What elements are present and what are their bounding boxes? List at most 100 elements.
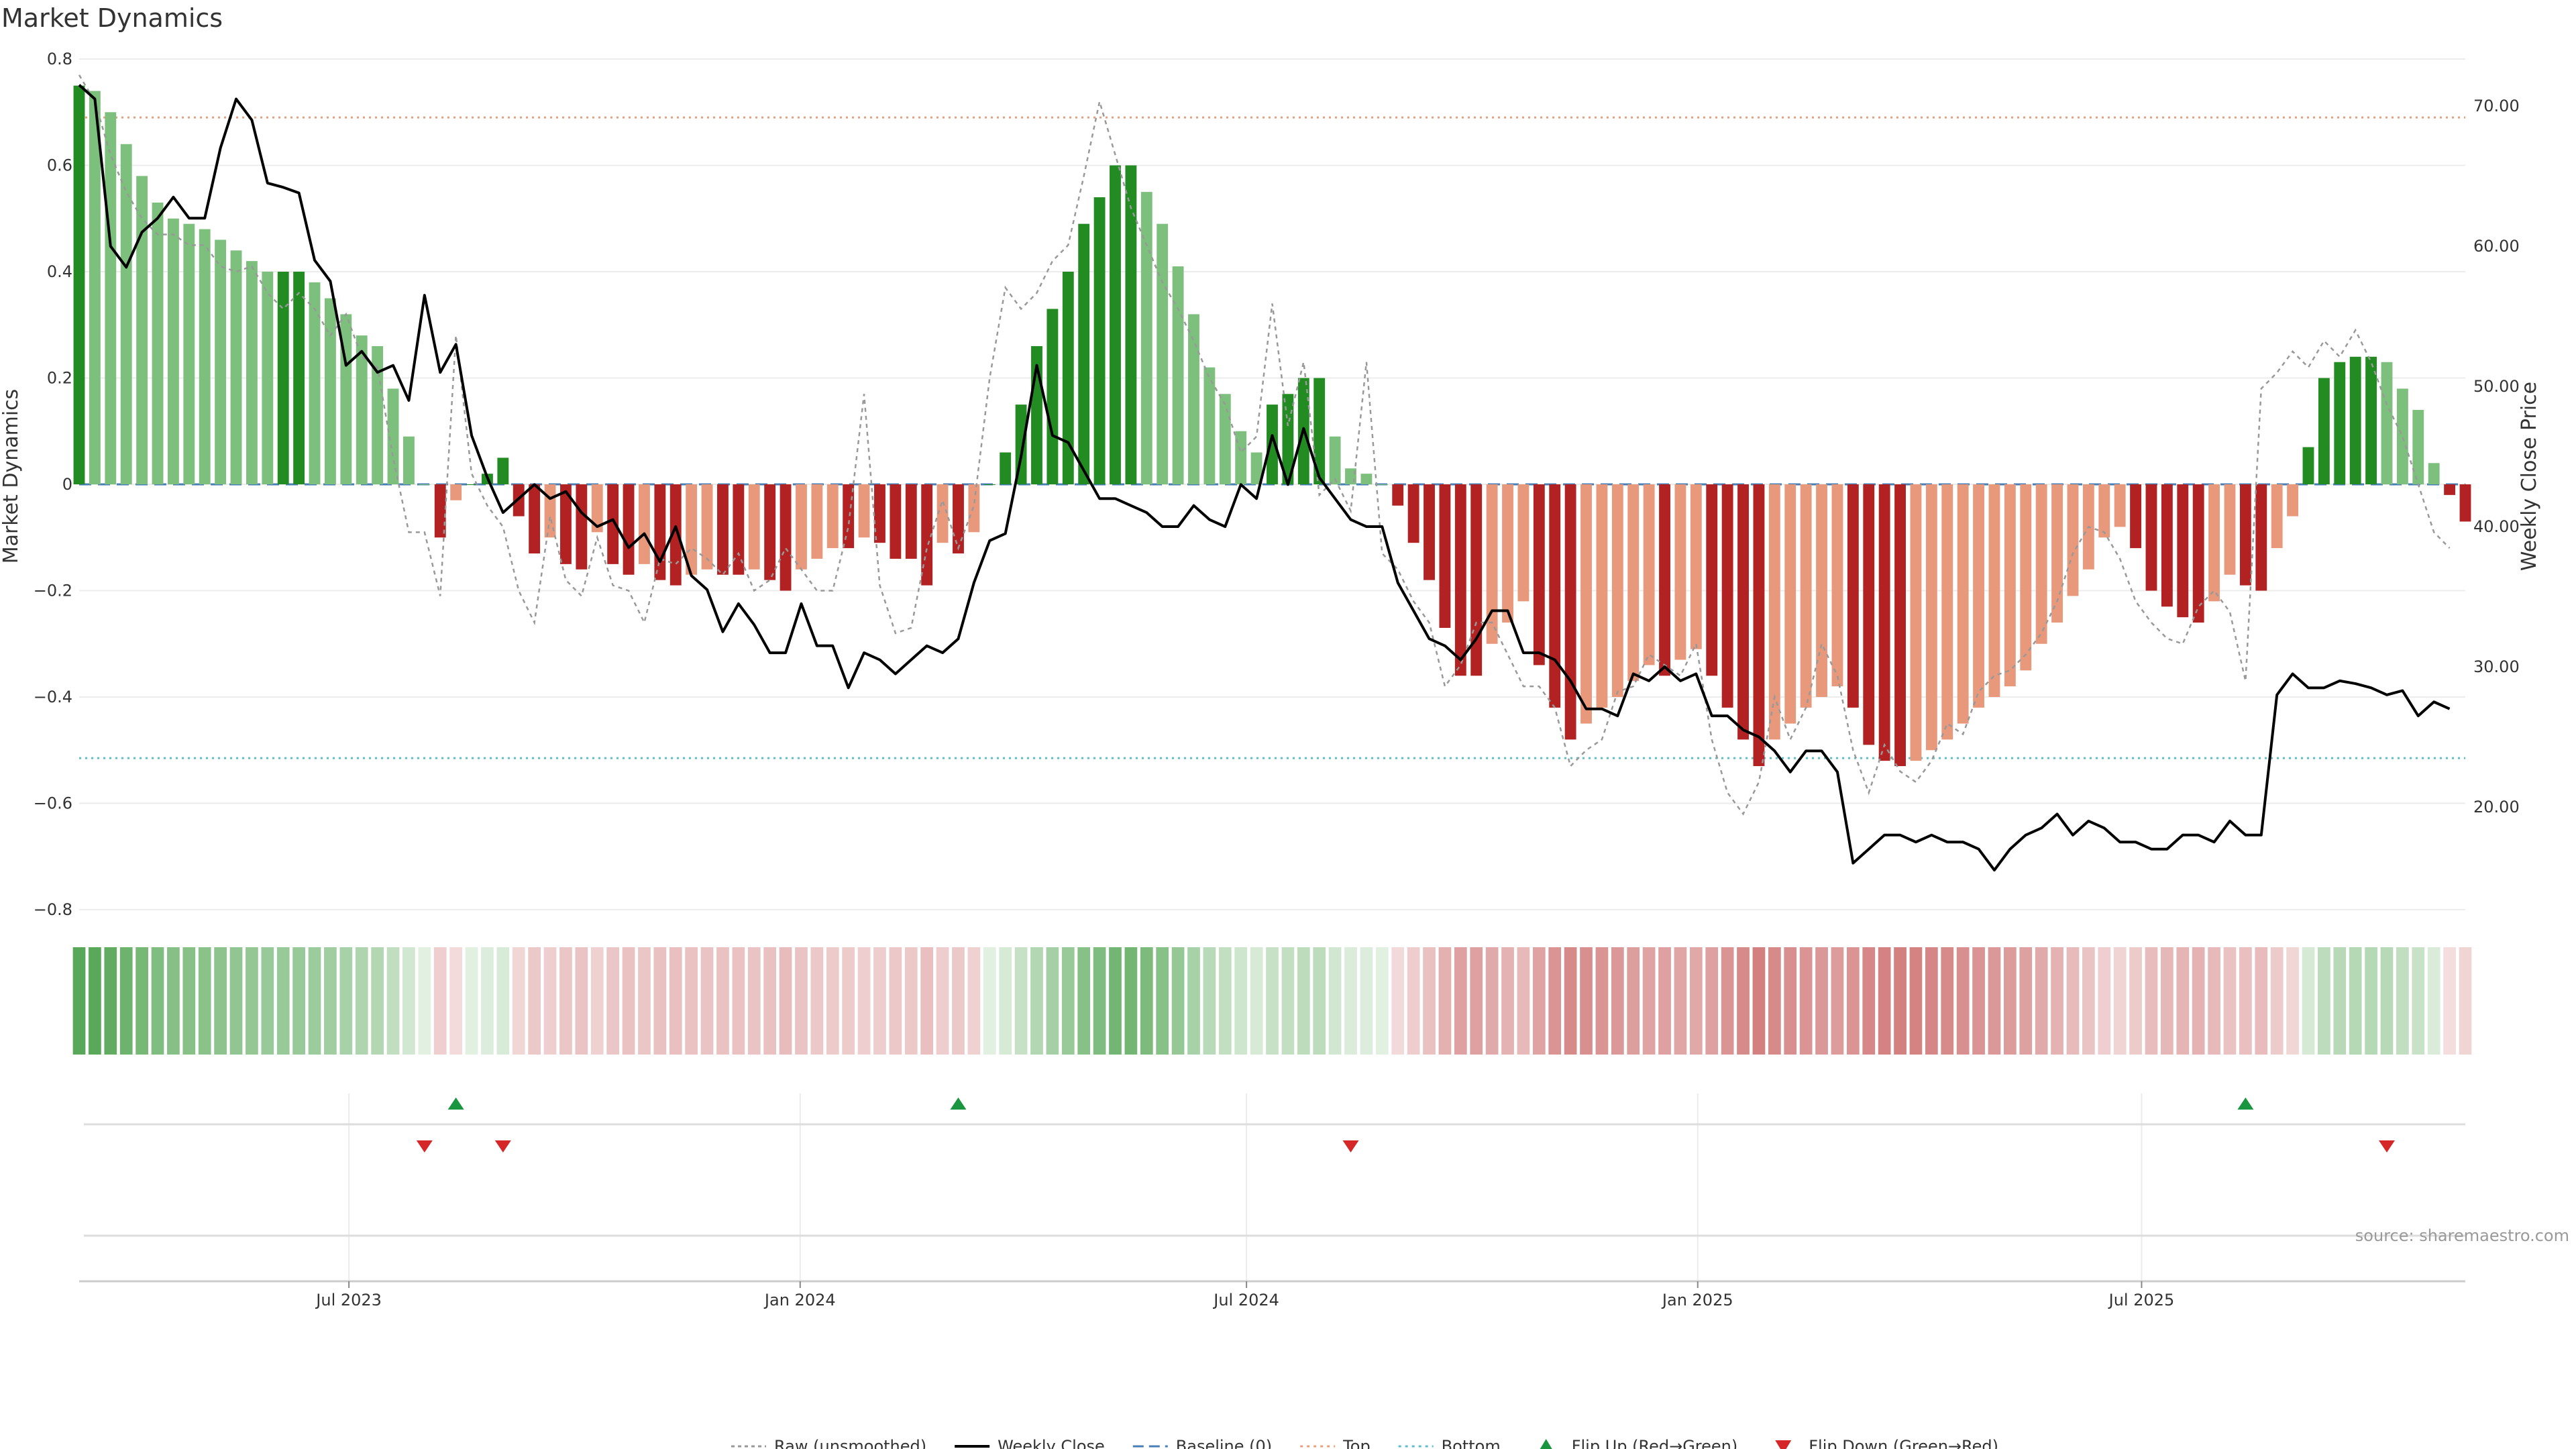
flip-down-marker bbox=[494, 1140, 511, 1152]
dynamics-bar bbox=[293, 272, 305, 484]
regime-cell bbox=[1721, 947, 1734, 1055]
regime-cell bbox=[2082, 947, 2095, 1055]
regime-cell bbox=[418, 947, 431, 1055]
y-left-tick-label: 0.8 bbox=[47, 50, 72, 68]
regime-cell bbox=[119, 947, 133, 1055]
regime-cell bbox=[1313, 947, 1326, 1055]
regime-cell bbox=[1203, 947, 1216, 1055]
regime-cell bbox=[1784, 947, 1797, 1055]
dynamics-bar bbox=[372, 345, 384, 484]
dynamics-bar bbox=[1784, 484, 1796, 724]
regime-cell bbox=[732, 947, 745, 1055]
regime-cell bbox=[2239, 947, 2252, 1055]
dynamics-bar bbox=[136, 176, 148, 484]
regime-cell bbox=[182, 947, 196, 1055]
regime-cell bbox=[920, 947, 934, 1055]
dynamics-bar bbox=[2365, 356, 2377, 484]
dynamics-bar bbox=[968, 484, 980, 533]
weekly-close-line bbox=[78, 84, 2451, 872]
x-tick-label: Jan 2025 bbox=[1661, 1291, 1733, 1309]
regime-cell bbox=[983, 947, 996, 1055]
dynamics-bar bbox=[1188, 314, 1199, 484]
dynamics-bar bbox=[387, 388, 399, 484]
dynamics-bar bbox=[2114, 484, 2126, 527]
legend-label: Raw (unsmoothed) bbox=[774, 1437, 926, 1449]
legend-label: Top bbox=[1342, 1437, 1371, 1449]
dynamics-bar bbox=[1768, 484, 1780, 740]
regime-cell bbox=[2129, 947, 2142, 1055]
dynamics-bar bbox=[419, 484, 431, 485]
dynamics-bar bbox=[2145, 484, 2157, 591]
y-left-tick-label: −0.2 bbox=[34, 582, 72, 600]
regime-cell bbox=[1705, 947, 1719, 1055]
dynamics-bar bbox=[2161, 484, 2173, 607]
regime-cell bbox=[559, 947, 572, 1055]
dynamics-bar bbox=[1062, 272, 1074, 484]
x-tick-label: Jul 2024 bbox=[1212, 1291, 1279, 1309]
regime-cell bbox=[575, 947, 588, 1055]
regime-cell bbox=[826, 947, 839, 1055]
dynamics-bar bbox=[1878, 484, 1890, 761]
regime-cell bbox=[2035, 947, 2048, 1055]
dynamics-bar bbox=[246, 261, 258, 484]
regime-cell bbox=[2019, 947, 2033, 1055]
dynamics-bar bbox=[2318, 378, 2330, 484]
regime-cell bbox=[512, 947, 525, 1055]
dynamics-bar bbox=[2067, 484, 2079, 596]
regime-cell bbox=[402, 947, 415, 1055]
dynamics-bar bbox=[1973, 484, 1984, 708]
x-axis: Jul 2023 Jan 2024 Jul 2024 Jan 2025 Jul 2025 bbox=[79, 1280, 2465, 1309]
regime-cell bbox=[1140, 947, 1153, 1055]
dynamics-bar bbox=[983, 484, 996, 485]
dynamics-bar bbox=[466, 484, 478, 485]
regime-cell bbox=[669, 947, 682, 1055]
regime-cell bbox=[889, 947, 902, 1055]
y-left-tick-label: −0.6 bbox=[34, 794, 72, 813]
dynamics-bar bbox=[1753, 484, 1765, 767]
dynamics-bar bbox=[1690, 484, 1702, 649]
dynamics-bar bbox=[796, 484, 807, 570]
y-right-tick-label: 70.00 bbox=[2473, 97, 2520, 115]
dynamics-bar bbox=[1000, 452, 1012, 484]
dynamics-bar bbox=[654, 484, 666, 580]
dynamics-bar bbox=[324, 298, 336, 484]
regime-cell bbox=[1014, 947, 1028, 1055]
regime-cell bbox=[2145, 947, 2158, 1055]
regime-cell bbox=[1737, 947, 1750, 1055]
regime-cell bbox=[2255, 947, 2268, 1055]
regime-cell bbox=[1485, 947, 1499, 1055]
dynamics-bar bbox=[199, 229, 211, 484]
dynamics-bar bbox=[2177, 484, 2189, 618]
dynamics-bar bbox=[1674, 484, 1686, 660]
dynamics-bar bbox=[717, 484, 729, 575]
regime-cell bbox=[339, 947, 353, 1055]
y-left-axis-title: Market Dynamics bbox=[0, 389, 23, 564]
regime-cell bbox=[1878, 947, 1891, 1055]
dynamics-bar bbox=[183, 223, 195, 484]
legend-item: Top bbox=[1300, 1437, 1371, 1449]
legend-item: Weekly Close bbox=[955, 1437, 1105, 1449]
regime-cell bbox=[1454, 947, 1467, 1055]
regime-cell bbox=[104, 947, 117, 1055]
dynamics-bar bbox=[1800, 484, 1812, 708]
dynamics-bar bbox=[2444, 484, 2456, 495]
regime-cell bbox=[1611, 947, 1624, 1055]
dynamics-bar bbox=[2381, 362, 2393, 484]
dynamics-bar bbox=[764, 484, 776, 580]
dynamics-bar bbox=[890, 484, 902, 559]
regime-cell bbox=[1407, 947, 1420, 1055]
regime-cell bbox=[136, 947, 148, 1055]
regime-cell bbox=[324, 947, 337, 1055]
regime-cell bbox=[590, 947, 604, 1055]
dynamics-bar bbox=[2396, 388, 2408, 484]
regime-cell bbox=[1799, 947, 1813, 1055]
regime-cell bbox=[857, 947, 871, 1055]
dynamics-bar bbox=[2334, 362, 2346, 484]
dynamics-bar bbox=[623, 484, 635, 575]
regime-cell bbox=[779, 947, 792, 1055]
dynamics-bar bbox=[1925, 484, 1937, 751]
dynamics-bar bbox=[560, 484, 572, 564]
y-right-tick-label: 30.00 bbox=[2473, 657, 2520, 676]
dynamics-bar bbox=[89, 91, 101, 485]
regime-cell bbox=[1956, 947, 1970, 1055]
